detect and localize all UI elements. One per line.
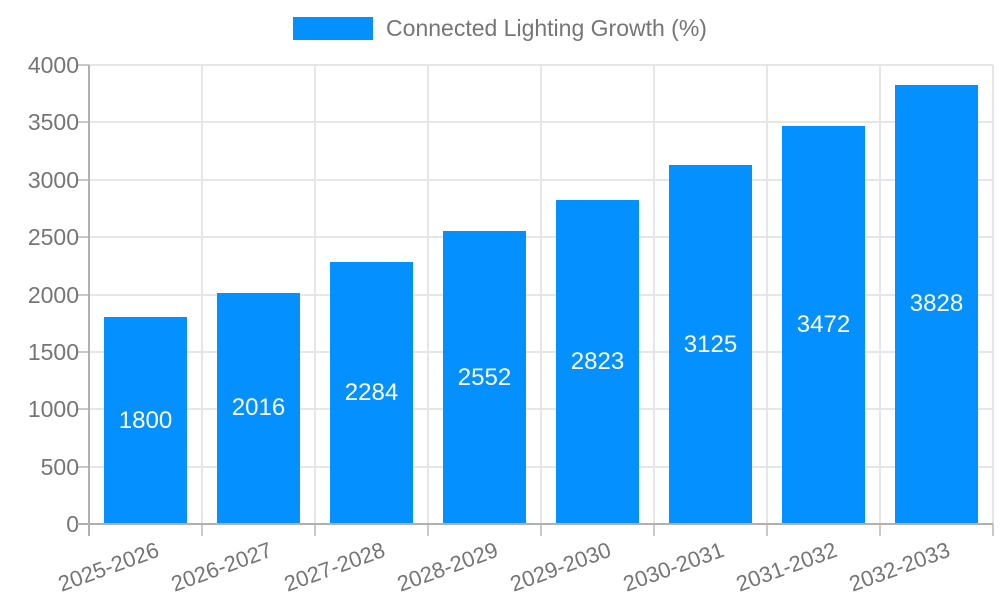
gridline-v bbox=[427, 65, 429, 524]
y-axis-tick-label: 1000 bbox=[27, 396, 79, 423]
y-axis-tick-label: 500 bbox=[40, 453, 79, 480]
y-axis-tick-label: 3000 bbox=[27, 166, 79, 193]
bar-value-label: 2284 bbox=[344, 378, 399, 406]
bar-value-label: 2016 bbox=[231, 394, 286, 422]
x-tick-mark bbox=[879, 524, 881, 536]
y-tick-mark bbox=[77, 408, 89, 411]
bar: 2823 bbox=[556, 200, 639, 524]
gridline-v bbox=[653, 65, 655, 524]
bar: 3828 bbox=[895, 84, 978, 524]
bar-value-label: 1800 bbox=[118, 406, 173, 434]
y-axis-tick-label: 2000 bbox=[27, 281, 79, 308]
gridline-v bbox=[879, 65, 881, 524]
x-tick-mark bbox=[766, 524, 768, 536]
y-tick-mark bbox=[77, 293, 89, 296]
gridline-v bbox=[766, 65, 768, 524]
bar: 2016 bbox=[217, 292, 300, 524]
y-tick-mark bbox=[77, 64, 89, 66]
bar: 2552 bbox=[443, 231, 526, 524]
bar-value-label: 3472 bbox=[796, 310, 851, 338]
x-tick-mark bbox=[427, 524, 429, 536]
y-tick-mark bbox=[77, 178, 89, 181]
gridline-v bbox=[201, 65, 203, 524]
bar-value-label: 3828 bbox=[909, 290, 964, 318]
bar: 1800 bbox=[104, 317, 187, 524]
bar: 3472 bbox=[782, 125, 865, 524]
bar-value-label: 3125 bbox=[683, 330, 738, 358]
y-tick-mark bbox=[77, 121, 89, 124]
y-tick-mark bbox=[77, 236, 89, 239]
gridline-v bbox=[540, 65, 542, 524]
y-axis-tick-label: 3500 bbox=[27, 109, 79, 136]
x-tick-mark bbox=[992, 524, 994, 536]
chart-legend: Connected Lighting Growth (%) bbox=[0, 15, 1000, 42]
y-axis-tick-label: 0 bbox=[66, 511, 79, 537]
y-axis-tick-label: 4000 bbox=[27, 52, 79, 78]
y-tick-mark bbox=[77, 350, 89, 353]
x-tick-mark bbox=[314, 524, 316, 536]
gridline-v bbox=[992, 65, 994, 524]
bar: 2284 bbox=[330, 261, 413, 524]
y-axis-tick-label: 2500 bbox=[27, 224, 79, 251]
y-axis-tick-label: 1500 bbox=[27, 338, 79, 365]
bar: 3125 bbox=[669, 165, 752, 524]
x-axis-line bbox=[77, 523, 993, 525]
x-tick-mark bbox=[653, 524, 655, 536]
y-tick-mark bbox=[77, 465, 89, 468]
x-tick-mark bbox=[201, 524, 203, 536]
legend-label: Connected Lighting Growth (%) bbox=[386, 15, 707, 41]
legend-color-swatch-icon bbox=[293, 17, 374, 40]
y-axis-line bbox=[88, 65, 90, 536]
bar-value-label: 2823 bbox=[570, 348, 625, 376]
x-tick-mark bbox=[540, 524, 542, 536]
gridline-v bbox=[314, 65, 316, 524]
bar-value-label: 2552 bbox=[457, 363, 512, 391]
